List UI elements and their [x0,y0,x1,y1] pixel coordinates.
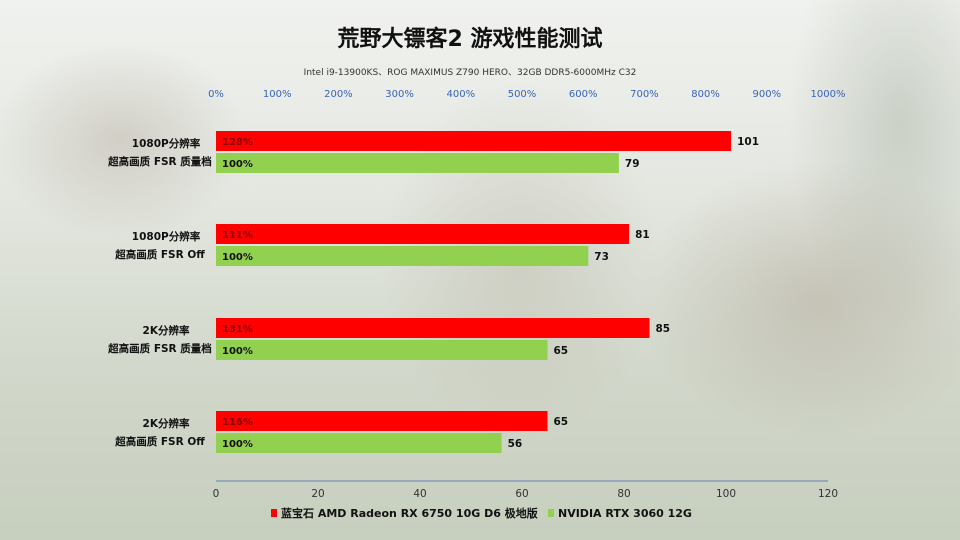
bar-percent-label: 100% [222,439,253,450]
bar [216,411,548,431]
bar-value-label: 56 [508,438,523,450]
bar-percent-label: 128% [222,137,253,148]
bar-value-label: 81 [635,229,650,241]
bar-percent-label: 100% [222,346,253,357]
top-tick-label: 500% [508,89,537,100]
category-label-line1: 1080P分辨率 [132,137,201,150]
bar [216,224,630,244]
bottom-tick-label: 60 [515,488,528,500]
bottom-tick-label: 0 [213,488,220,500]
bottom-tick-label: 120 [818,488,838,500]
top-tick-label: 300% [385,89,414,100]
bar [216,433,502,453]
chart-subtitle: Intel i9-13900KS、ROG MAXIMUS Z790 HERO、3… [304,68,637,78]
top-tick-label: 200% [324,89,353,100]
legend-label: NVIDIA RTX 3060 12G [558,507,692,520]
bar-percent-label: 111% [222,230,253,241]
bottom-tick-label: 20 [311,488,324,500]
category-label-line2: 超高画质 FSR 质量档 [107,342,212,355]
bar-value-label: 65 [554,345,569,357]
top-tick-label: 900% [753,89,782,100]
category-label-line1: 1080P分辨率 [132,230,201,243]
bar-percent-label: 116% [222,417,253,428]
top-percent-axis: 0% 100% 200% 300% 400% 500% 600% 700% 800% 900% 10… [208,89,845,100]
bar [216,131,732,151]
category-label-line1: 2K分辨率 [143,324,190,337]
bar-value-label: 79 [625,158,640,170]
top-tick-label: 0% [208,89,224,100]
top-tick-label: 100% [263,89,292,100]
bar [216,153,619,173]
top-tick-label: 800% [691,89,720,100]
category-label-line2: 超高画质 FSR Off [114,435,205,448]
bar [216,318,650,338]
chart-title: 荒野大镖客2 游戏性能测试 [338,26,603,52]
legend-label: 蓝宝石 AMD Radeon RX 6750 10G D6 极地版 [281,506,538,520]
category-label-line2: 超高画质 FSR 质量档 [107,155,212,168]
top-tick-label: 400% [447,89,476,100]
bottom-tick-label: 100 [716,488,736,500]
legend: 蓝宝石 AMD Radeon RX 6750 10G D6 极地版 NVIDIA … [271,506,692,520]
top-tick-label: 700% [630,89,659,100]
bottom-tick-label: 80 [617,488,630,500]
bar [216,246,589,266]
legend-swatch [548,509,554,517]
bottom-value-axis: 0 20 40 60 80 100 120 [213,480,838,500]
bar-percent-label: 100% [222,252,253,263]
bar [216,340,548,360]
bar-value-label: 73 [594,251,609,263]
category-label-line1: 2K分辨率 [143,417,190,430]
top-tick-label: 600% [569,89,598,100]
bar-percent-label: 131% [222,324,253,335]
bar-value-label: 85 [656,323,671,335]
bar-percent-label: 100% [222,159,253,170]
legend-swatch [271,509,277,517]
bottom-tick-label: 40 [413,488,426,500]
category-label-line2: 超高画质 FSR Off [114,248,205,261]
bar-value-label: 65 [554,416,569,428]
top-tick-label: 1000% [811,89,846,100]
bar-value-label: 101 [737,136,759,148]
